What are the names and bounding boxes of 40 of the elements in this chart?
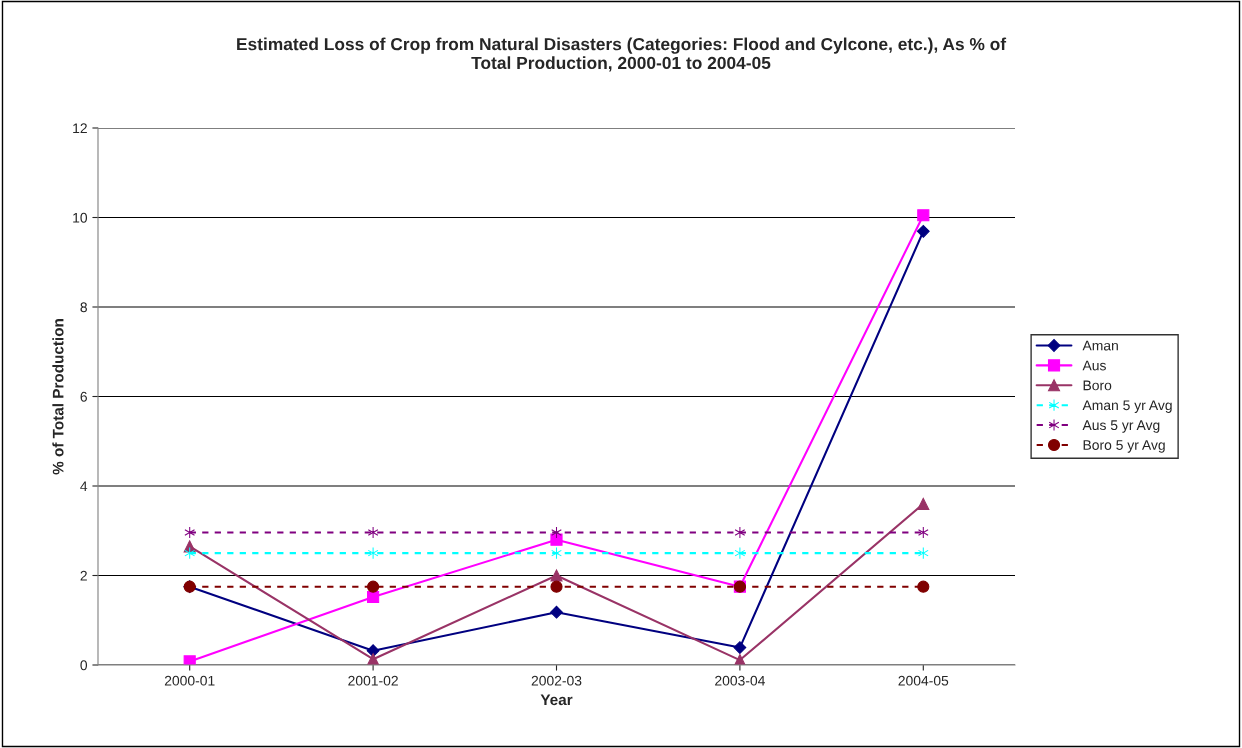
point bbox=[917, 497, 930, 510]
point bbox=[734, 547, 746, 560]
point bbox=[367, 547, 379, 560]
chart-title: Estimated Loss of Crop from Natural Disasters (Categories: Flood and Cylcone, etc.), As % of Total Production, 2000-01 to 2004-05 bbox=[237, 37, 1007, 72]
point bbox=[367, 590, 380, 604]
legend-label: Boro 5 yr Avg bbox=[1083, 440, 1165, 453]
point bbox=[916, 224, 930, 238]
legend-label: Boro bbox=[1083, 380, 1112, 391]
point bbox=[184, 547, 196, 560]
legend-label: Aman 5 yr Avg bbox=[1082, 400, 1172, 413]
x-tick-label: 2003-04 bbox=[715, 675, 765, 686]
x-tick-label: 2002-03 bbox=[531, 675, 582, 686]
point bbox=[917, 547, 929, 560]
point bbox=[550, 580, 563, 593]
legend-label: Aus bbox=[1082, 360, 1106, 371]
y-tick-label: 2 bbox=[80, 570, 87, 581]
point bbox=[733, 641, 747, 654]
y-tick-label: 8 bbox=[80, 302, 87, 313]
y-tick-label: 4 bbox=[80, 481, 88, 492]
point bbox=[367, 526, 379, 539]
y-tick-label: 6 bbox=[80, 391, 87, 402]
point bbox=[917, 580, 930, 593]
point bbox=[734, 526, 746, 539]
x-axis-title: Year bbox=[540, 694, 573, 706]
point bbox=[550, 605, 563, 619]
x-tick-label: 2001-02 bbox=[348, 675, 398, 686]
point bbox=[183, 655, 196, 665]
legend-label: Aman bbox=[1082, 340, 1118, 351]
y-tick-label: 10 bbox=[73, 212, 88, 223]
point bbox=[550, 569, 563, 582]
y-tick-label: 0 bbox=[80, 660, 88, 671]
point bbox=[550, 533, 563, 546]
point bbox=[366, 644, 380, 658]
point bbox=[917, 209, 930, 222]
y-tick-label: 12 bbox=[73, 123, 87, 134]
x-tick-label: 2004-05 bbox=[898, 675, 949, 686]
point bbox=[367, 580, 380, 593]
legend-label: Aus 5 yr Avg bbox=[1082, 420, 1160, 433]
x-tick-label: 2000-01 bbox=[164, 675, 215, 686]
y-axis-title: % of Total Production bbox=[52, 319, 64, 475]
